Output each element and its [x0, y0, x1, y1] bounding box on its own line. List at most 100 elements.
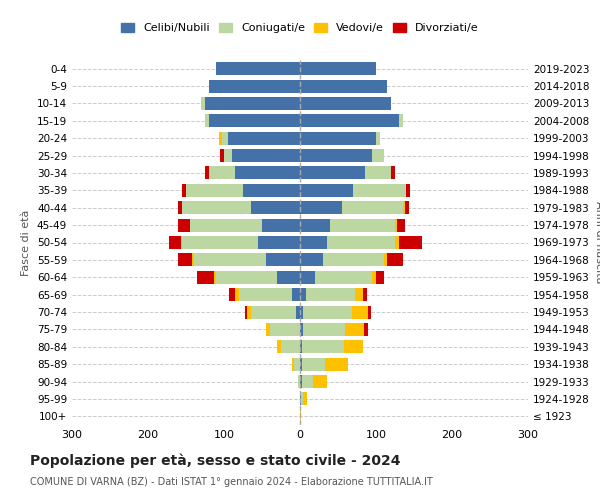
Bar	[300, 149, 383, 162]
Bar	[300, 218, 397, 232]
Bar	[300, 323, 368, 336]
Bar	[251, 201, 300, 214]
Bar	[186, 184, 300, 197]
Y-axis label: Fasce di età: Fasce di età	[22, 210, 31, 276]
Bar	[220, 149, 300, 162]
Bar	[300, 254, 323, 266]
Bar	[228, 132, 300, 144]
Bar	[300, 166, 391, 179]
Bar	[300, 218, 405, 232]
Bar	[300, 166, 365, 179]
Bar	[300, 392, 303, 406]
Bar	[205, 97, 300, 110]
Bar	[300, 236, 395, 249]
Bar	[222, 132, 300, 144]
Bar	[194, 254, 300, 266]
Bar	[300, 392, 301, 406]
Bar	[201, 97, 300, 110]
Bar	[300, 62, 376, 75]
Bar	[292, 358, 300, 370]
Legend: Celibi/Nubili, Coniugati/e, Vedovi/e, Divorziati/e: Celibi/Nubili, Coniugati/e, Vedovi/e, Di…	[117, 18, 483, 38]
Bar	[300, 201, 409, 214]
Bar	[209, 166, 300, 179]
Bar	[300, 358, 348, 370]
Bar	[300, 340, 302, 353]
Bar	[300, 62, 376, 75]
Bar	[300, 254, 383, 266]
Bar	[300, 270, 376, 284]
Bar	[300, 340, 344, 353]
Bar	[300, 201, 403, 214]
Bar	[209, 80, 300, 92]
Bar	[277, 340, 300, 353]
Bar	[266, 323, 300, 336]
Bar	[277, 270, 300, 284]
Bar	[205, 114, 300, 128]
Bar	[300, 132, 376, 144]
Bar	[300, 236, 399, 249]
Bar	[300, 184, 353, 197]
Bar	[300, 323, 345, 336]
Bar	[217, 62, 300, 75]
Bar	[201, 97, 300, 110]
Bar	[300, 236, 422, 249]
Bar	[243, 184, 300, 197]
Bar	[300, 184, 410, 197]
Bar	[292, 358, 300, 370]
Bar	[217, 270, 300, 284]
Bar	[235, 166, 300, 179]
Bar	[300, 80, 388, 92]
Bar	[300, 62, 376, 75]
Bar	[298, 375, 300, 388]
Bar	[232, 149, 300, 162]
Bar	[300, 410, 301, 423]
Bar	[262, 218, 300, 232]
Bar	[298, 375, 300, 388]
Bar	[190, 218, 300, 232]
Bar	[300, 323, 303, 336]
Bar	[300, 166, 391, 179]
Bar	[292, 288, 300, 301]
Bar	[201, 97, 300, 110]
Bar	[300, 218, 395, 232]
Bar	[300, 340, 363, 353]
Bar	[245, 306, 300, 318]
Bar	[300, 323, 364, 336]
Bar	[247, 306, 300, 318]
Bar	[300, 97, 391, 110]
Bar	[178, 218, 300, 232]
Bar	[197, 270, 300, 284]
Bar	[300, 201, 342, 214]
Bar	[300, 114, 399, 128]
Bar	[300, 254, 403, 266]
Bar	[224, 149, 300, 162]
Bar	[300, 288, 367, 301]
Bar	[300, 132, 380, 144]
Bar	[300, 375, 326, 388]
Bar	[205, 114, 300, 128]
Bar	[209, 80, 300, 92]
Bar	[205, 166, 300, 179]
Bar	[182, 201, 300, 214]
Text: Popolazione per età, sesso e stato civile - 2024: Popolazione per età, sesso e stato civil…	[30, 454, 401, 468]
Bar	[300, 132, 380, 144]
Bar	[209, 80, 300, 92]
Bar	[214, 270, 300, 284]
Bar	[300, 288, 306, 301]
Bar	[296, 306, 300, 318]
Bar	[300, 80, 388, 92]
Bar	[178, 201, 300, 214]
Bar	[300, 270, 372, 284]
Bar	[209, 114, 300, 128]
Bar	[300, 184, 406, 197]
Bar	[224, 149, 300, 162]
Bar	[300, 392, 307, 406]
Bar	[178, 254, 300, 266]
Bar	[266, 254, 300, 266]
Bar	[209, 80, 300, 92]
Bar	[181, 236, 300, 249]
Bar	[300, 306, 303, 318]
Bar	[220, 132, 300, 144]
Bar	[300, 375, 302, 388]
Bar	[300, 358, 325, 370]
